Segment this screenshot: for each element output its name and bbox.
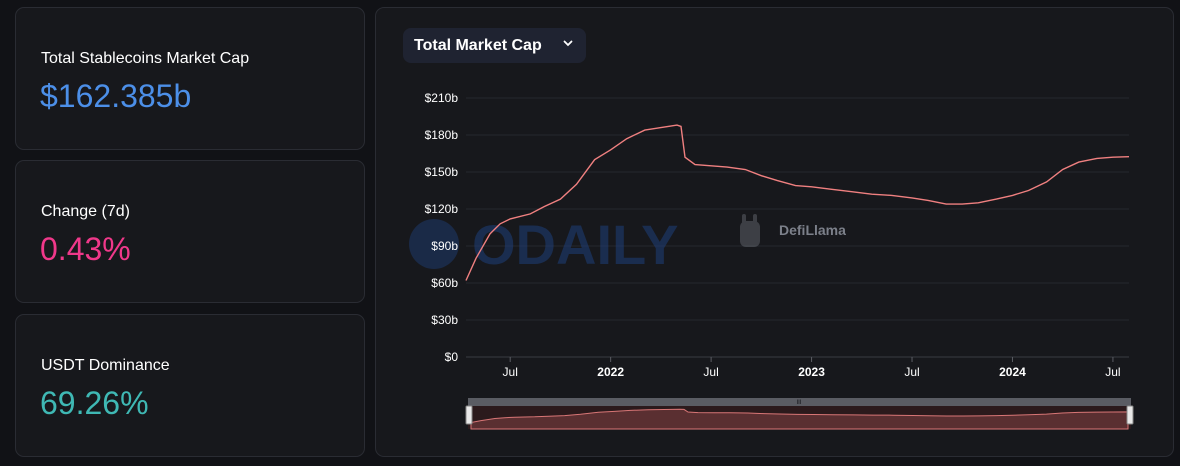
- odaily-watermark: ODAILY: [472, 213, 678, 276]
- slider-mini-area: [470, 408, 1129, 430]
- x-tick-label: Jul: [503, 365, 518, 379]
- range-slider[interactable]: III: [465, 398, 1134, 430]
- change-7d-value: 0.43%: [40, 231, 131, 267]
- x-tick-label: Jul: [703, 365, 718, 379]
- y-tick-label: $30b: [431, 313, 458, 327]
- y-tick-label: $60b: [431, 276, 458, 290]
- defillama-watermark: DefiLlama: [779, 222, 846, 238]
- market-cap-label: Total Stablecoins Market Cap: [41, 50, 250, 67]
- watermark: ODAILY DefiLlama: [409, 213, 846, 276]
- slider-handle-left[interactable]: [465, 405, 473, 425]
- y-tick-label: $150b: [425, 165, 459, 179]
- market-cap-chart: ODAILY DefiLlama $0 $30b $60b $90b $120b $150…: [409, 91, 1134, 430]
- usdt-dominance-value: 69.26%: [40, 385, 149, 421]
- usdt-dominance-label: USDT Dominance: [41, 357, 170, 374]
- slider-grip-label: III: [796, 400, 801, 406]
- y-tick-label: $90b: [431, 239, 458, 253]
- market-cap-value: $162.385b: [40, 78, 192, 114]
- market-cap-card: Total Stablecoins Market Cap $162.385b: [15, 7, 365, 150]
- x-tick-label: Jul: [1105, 365, 1120, 379]
- change-7d-label: Change (7d): [41, 203, 130, 220]
- y-tick-label: $0: [445, 350, 459, 364]
- defillama-logo-icon: [740, 214, 760, 247]
- x-tick-label: Jul: [904, 365, 919, 379]
- chevron-down-icon: [563, 40, 573, 47]
- metric-selector[interactable]: Total Market Cap: [403, 28, 586, 63]
- y-tick-label: $180b: [425, 128, 459, 142]
- series-line-market-cap: [465, 124, 1130, 281]
- change-7d-card: Change (7d) 0.43%: [15, 160, 365, 303]
- usdt-dominance-card: USDT Dominance 69.26%: [15, 314, 365, 457]
- odaily-logo-icon: [409, 219, 459, 269]
- slider-track[interactable]: [468, 398, 1131, 406]
- slider-handle-right[interactable]: [1126, 405, 1134, 425]
- y-tick-label: $210b: [425, 91, 459, 105]
- x-tick-label: 2023: [798, 365, 825, 379]
- x-tick-label: 2022: [597, 365, 624, 379]
- chart-card: ODAILY DefiLlama $0 $30b $60b $90b $120b $150…: [375, 7, 1174, 457]
- y-tick-label: $120b: [425, 202, 459, 216]
- x-tick-label: 2024: [999, 365, 1026, 379]
- metric-selector-label: Total Market Cap: [414, 36, 542, 54]
